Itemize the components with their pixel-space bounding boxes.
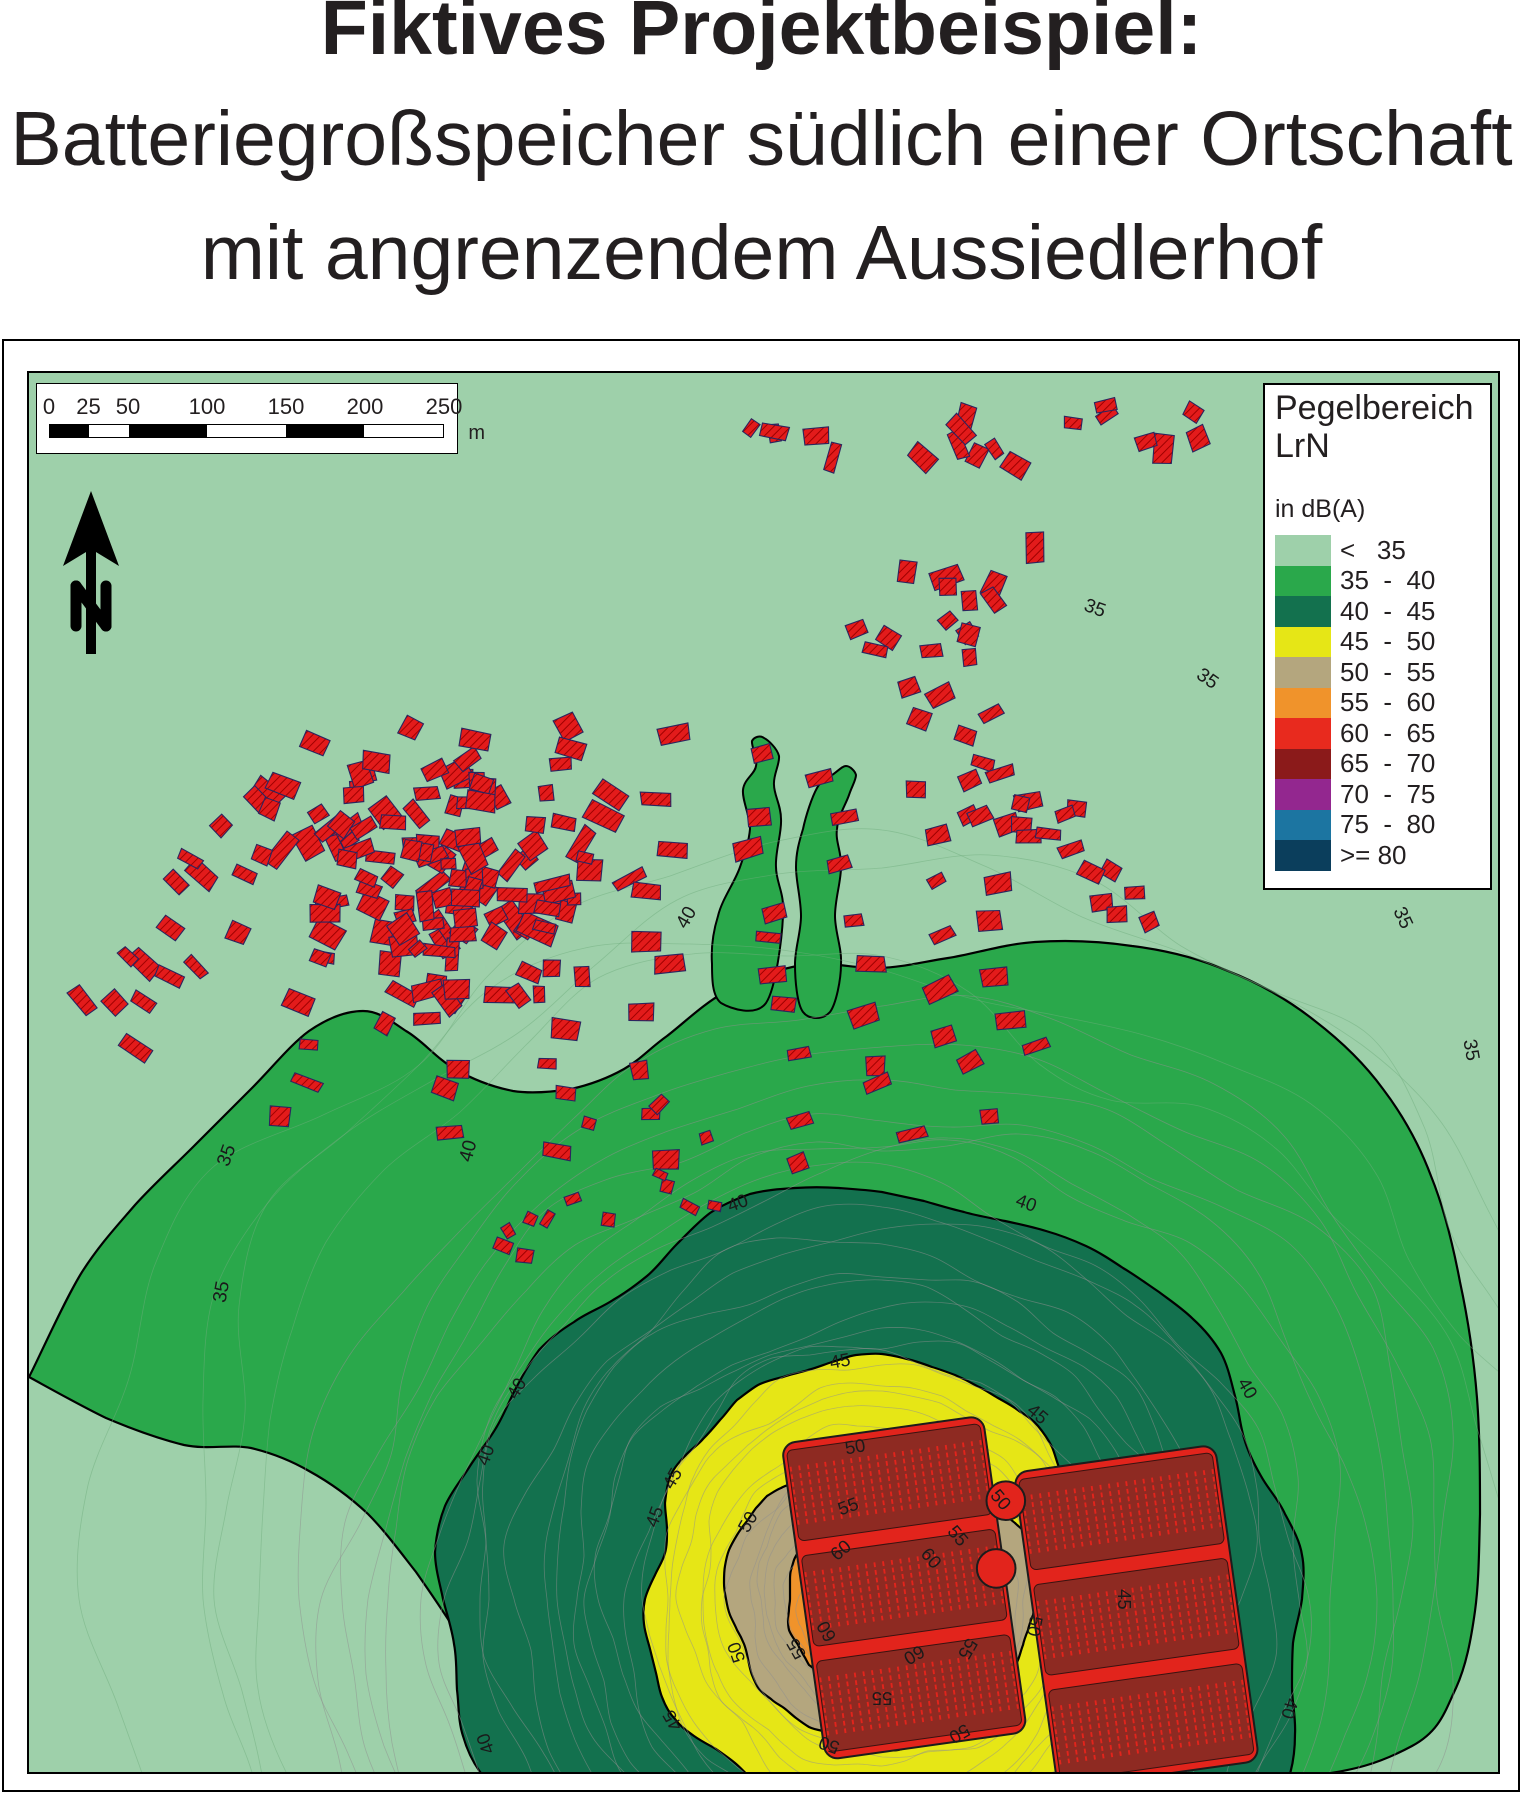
- svg-text:55: 55: [872, 1688, 892, 1709]
- svg-text:45: 45: [1114, 1589, 1135, 1609]
- svg-text:35: 35: [1458, 1038, 1482, 1063]
- svg-text:50: 50: [1023, 1614, 1047, 1638]
- svg-text:45: 45: [828, 1348, 852, 1372]
- svg-text:35: 35: [210, 1279, 234, 1304]
- svg-text:50: 50: [843, 1434, 867, 1458]
